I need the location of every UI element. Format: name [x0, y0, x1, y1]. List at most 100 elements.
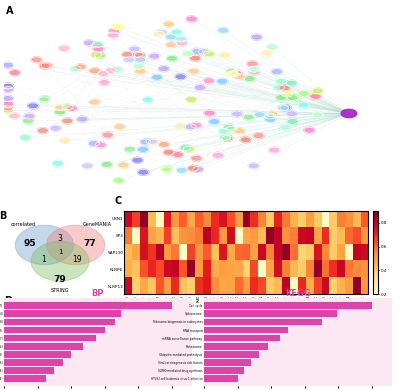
- Circle shape: [188, 165, 198, 171]
- Bar: [204, 310, 337, 317]
- Circle shape: [249, 69, 260, 75]
- Circle shape: [142, 97, 153, 103]
- Circle shape: [251, 34, 262, 40]
- Circle shape: [111, 67, 122, 72]
- Circle shape: [269, 147, 280, 153]
- Circle shape: [276, 95, 287, 101]
- Circle shape: [41, 62, 52, 68]
- Bar: [4, 335, 96, 342]
- Circle shape: [118, 162, 129, 168]
- Circle shape: [171, 29, 182, 35]
- Circle shape: [20, 135, 31, 140]
- Circle shape: [124, 147, 135, 152]
- Circle shape: [105, 67, 116, 73]
- Circle shape: [278, 105, 288, 111]
- Circle shape: [231, 69, 242, 75]
- Circle shape: [304, 127, 315, 133]
- Circle shape: [114, 124, 125, 129]
- Ellipse shape: [46, 225, 105, 265]
- Circle shape: [50, 125, 61, 131]
- Circle shape: [192, 48, 203, 54]
- Bar: [204, 343, 268, 349]
- Circle shape: [234, 74, 245, 80]
- Circle shape: [244, 76, 255, 82]
- Circle shape: [95, 142, 106, 148]
- Circle shape: [218, 128, 229, 134]
- Circle shape: [248, 66, 259, 72]
- Circle shape: [222, 135, 233, 141]
- Circle shape: [9, 113, 20, 119]
- Circle shape: [176, 40, 187, 46]
- Text: 95: 95: [24, 239, 36, 248]
- Title: BP: BP: [92, 289, 104, 298]
- Bar: [4, 359, 63, 366]
- Text: D: D: [4, 296, 12, 307]
- Circle shape: [185, 124, 196, 130]
- Circle shape: [166, 55, 178, 61]
- Circle shape: [67, 106, 78, 111]
- Text: B: B: [0, 211, 7, 221]
- Circle shape: [188, 68, 199, 74]
- Circle shape: [186, 16, 197, 22]
- Circle shape: [89, 99, 100, 105]
- Bar: [4, 351, 71, 358]
- Circle shape: [134, 52, 146, 58]
- Bar: [204, 359, 251, 366]
- Circle shape: [154, 31, 164, 37]
- Circle shape: [266, 44, 277, 50]
- Bar: [4, 302, 172, 309]
- Ellipse shape: [31, 241, 89, 281]
- Circle shape: [102, 132, 113, 138]
- Circle shape: [39, 96, 50, 101]
- Circle shape: [261, 50, 272, 56]
- Circle shape: [156, 29, 167, 35]
- Circle shape: [77, 116, 88, 122]
- Circle shape: [89, 68, 100, 74]
- Circle shape: [39, 63, 50, 69]
- Circle shape: [75, 64, 86, 70]
- Text: 1: 1: [41, 255, 46, 264]
- Bar: [204, 376, 238, 382]
- Circle shape: [55, 105, 66, 111]
- Circle shape: [172, 152, 183, 158]
- Text: STRING: STRING: [51, 288, 69, 293]
- Circle shape: [234, 128, 245, 134]
- Circle shape: [180, 145, 191, 151]
- Text: correlated: correlated: [10, 222, 36, 227]
- Circle shape: [298, 90, 310, 96]
- Circle shape: [209, 119, 220, 124]
- Circle shape: [232, 111, 243, 117]
- Circle shape: [149, 53, 160, 59]
- Circle shape: [226, 126, 237, 132]
- Circle shape: [158, 66, 169, 71]
- Text: 79: 79: [54, 275, 66, 284]
- Circle shape: [2, 87, 14, 92]
- Circle shape: [112, 24, 123, 30]
- Ellipse shape: [15, 225, 74, 265]
- Circle shape: [52, 160, 63, 166]
- Circle shape: [217, 78, 228, 84]
- Bar: [4, 327, 105, 333]
- Circle shape: [95, 53, 106, 58]
- Bar: [204, 351, 259, 358]
- Circle shape: [70, 66, 81, 71]
- Circle shape: [91, 52, 102, 58]
- Circle shape: [280, 124, 291, 130]
- Bar: [204, 335, 280, 342]
- Circle shape: [243, 114, 254, 120]
- Circle shape: [135, 57, 146, 62]
- Circle shape: [2, 101, 14, 107]
- Circle shape: [286, 111, 298, 117]
- Circle shape: [62, 118, 73, 124]
- Circle shape: [176, 167, 187, 173]
- Circle shape: [166, 42, 176, 48]
- Text: A: A: [6, 6, 14, 16]
- Circle shape: [31, 57, 42, 63]
- Circle shape: [2, 96, 14, 101]
- Circle shape: [265, 116, 276, 122]
- Circle shape: [2, 105, 14, 111]
- Circle shape: [195, 85, 206, 90]
- Circle shape: [186, 97, 197, 103]
- Circle shape: [28, 103, 39, 109]
- Circle shape: [62, 104, 73, 110]
